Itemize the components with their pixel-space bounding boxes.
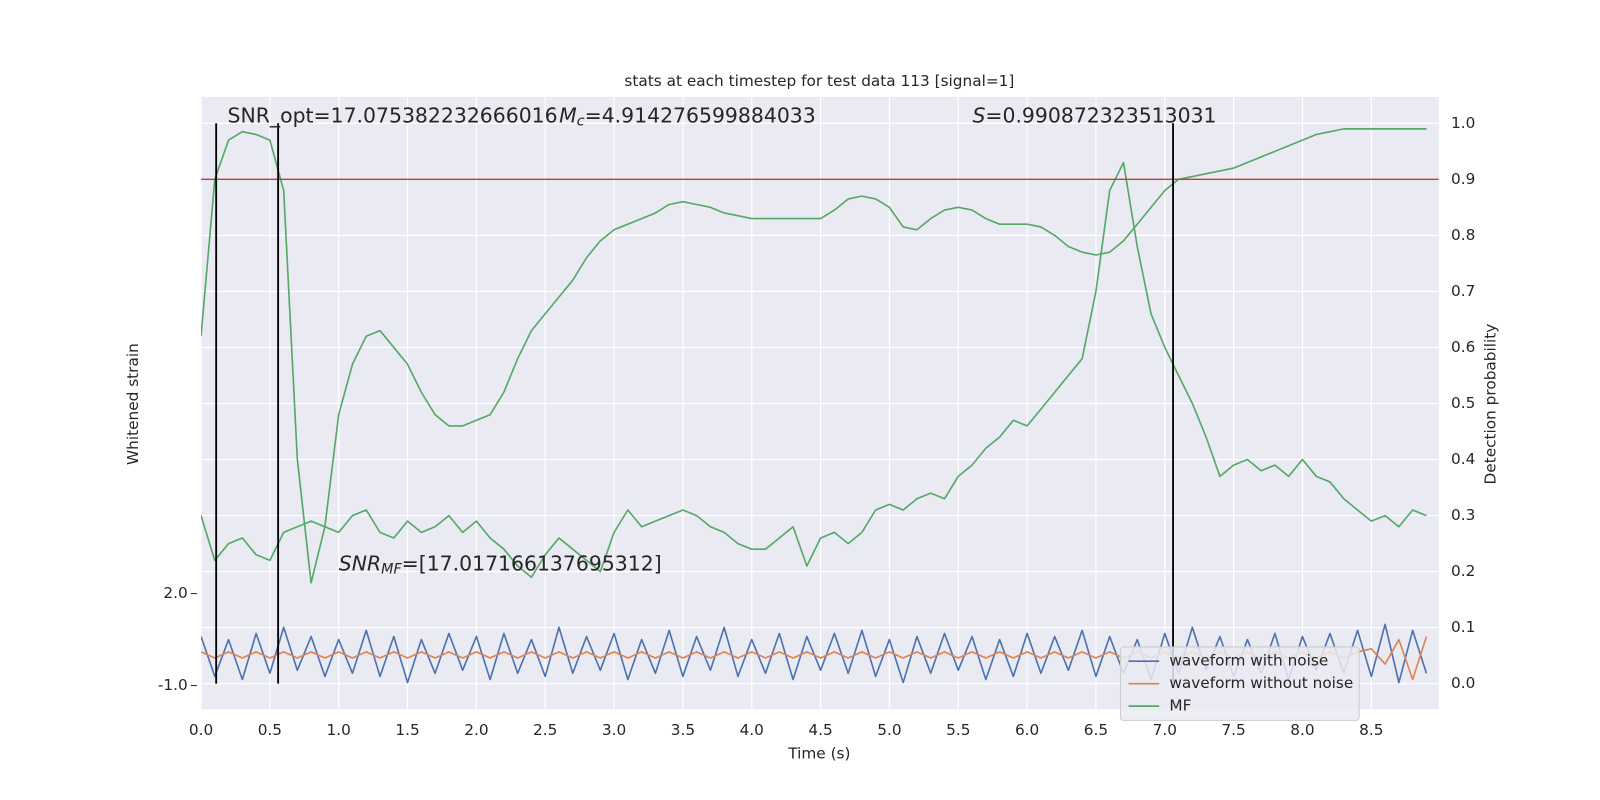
legend-box (1119, 646, 1360, 721)
x-tick-label: 1.5 (395, 721, 419, 739)
legend-label: MF (1169, 697, 1191, 715)
y2-tick-label: 0.6 (1451, 338, 1475, 356)
annotation-subscript: MF (381, 561, 402, 577)
annotation-text: =4.914276599884033 (585, 103, 816, 127)
annotation: Mc=4.914276599884033 (559, 103, 816, 129)
x-tick-label: 7.5 (1221, 721, 1245, 739)
y2-tick-label: 0.7 (1451, 282, 1475, 300)
x-tick-label: 7.0 (1153, 721, 1177, 739)
x-tick-label: 6.5 (1084, 721, 1108, 739)
x-tick-label: 3.5 (671, 721, 695, 739)
x-tick-label: 6.0 (1015, 721, 1039, 739)
x-tick-label: 0.0 (189, 721, 213, 739)
x-axis-label: Time (s) (787, 745, 850, 763)
legend-label: waveform with noise (1169, 652, 1328, 670)
annotation-symbol: M (559, 103, 577, 127)
y-tick-label: -1.0 (158, 676, 188, 694)
x-tick-label: 0.5 (258, 721, 282, 739)
marks (201, 128, 1439, 684)
y-axis-label: Whitened strain (124, 343, 142, 465)
y2-tick-label: 0.1 (1451, 618, 1475, 636)
series-line (201, 161, 1427, 579)
x-tick-label: 4.0 (740, 721, 764, 739)
x-tick-label: 3.0 (602, 721, 626, 739)
y2-tick-label: 0.8 (1451, 226, 1475, 244)
legend: waveform with noise waveform without nois… (1119, 646, 1360, 721)
x-tick-label: 2.0 (464, 721, 488, 739)
annotation-subscript: c (577, 113, 585, 129)
x-tick-label: 1.0 (327, 721, 351, 739)
annotation: S=0.990872323513031 (972, 103, 1216, 127)
y2-tick-label: 0.3 (1451, 506, 1475, 524)
y2-tick-label: 0.2 (1451, 562, 1475, 580)
y2-tick-label: 0.4 (1451, 450, 1475, 468)
y-tick-label: 2.0 (163, 584, 187, 602)
annotation-symbol: SNR (339, 551, 381, 575)
x-tick-label: 4.5 (808, 721, 832, 739)
y2-tick-label: 0.0 (1451, 674, 1475, 692)
y2-tick-label: 0.5 (1451, 394, 1475, 412)
x-tick-label: 5.5 (946, 721, 970, 739)
chart-title: stats at each timestep for test data 113… (624, 72, 1014, 90)
legend-label: waveform without noise (1169, 674, 1353, 692)
y2-tick-label: 1.0 (1451, 114, 1475, 132)
x-tick-label: 5.0 (877, 721, 901, 739)
annotation: SNRMF=[17.017166137695312] (339, 551, 662, 577)
overlay (215, 123, 1174, 684)
annotation: SNR_opt=17.075382232666016 (228, 103, 558, 128)
x-tick-label: 8.0 (1290, 721, 1314, 739)
x-tick-label: 2.5 (533, 721, 557, 739)
y2-axis-label: Detection probability (1481, 324, 1499, 485)
annotation-symbol: S (972, 103, 985, 127)
annotation-text: =0.990872323513031 (985, 103, 1216, 127)
x-tick-label: 8.5 (1359, 721, 1383, 739)
y2-tick-label: 0.9 (1451, 170, 1475, 188)
series-line (201, 128, 1427, 584)
series-line (201, 623, 1428, 684)
annotation-text: =[17.017166137695312] (402, 551, 662, 575)
